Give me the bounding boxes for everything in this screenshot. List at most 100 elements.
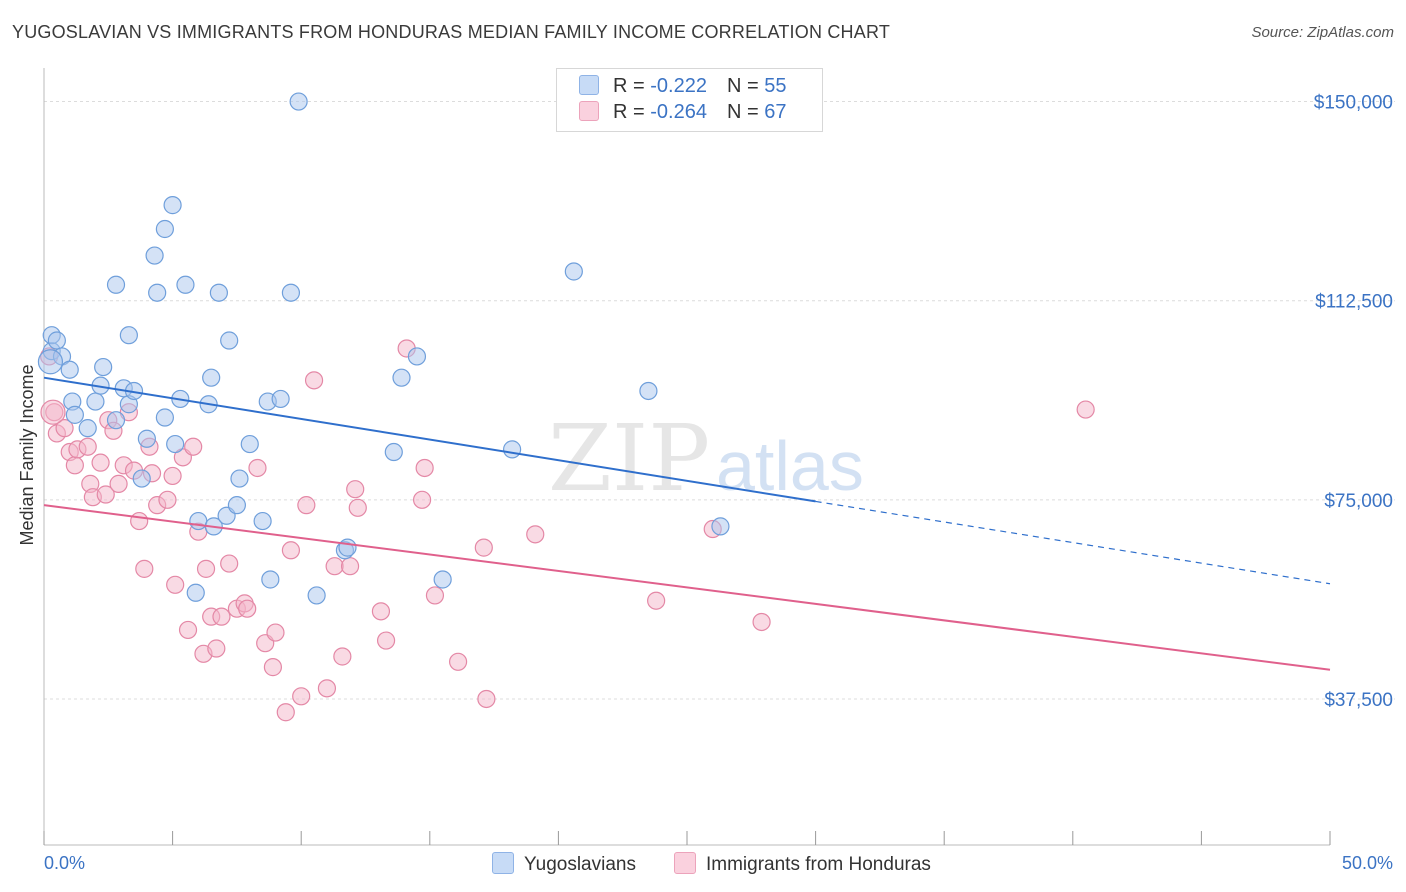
point-yugoslavian bbox=[407, 347, 427, 366]
point-yugoslavian bbox=[186, 583, 205, 602]
point-yugoslavian bbox=[148, 283, 167, 302]
point-yugoslavian bbox=[155, 408, 174, 427]
legend-n-value: 55 bbox=[764, 75, 787, 97]
point-yugoslavian bbox=[711, 517, 730, 536]
point-honduras bbox=[248, 458, 267, 478]
point-yugoslavian bbox=[639, 381, 658, 401]
watermark: ZIP atlas bbox=[548, 405, 864, 512]
point-honduras bbox=[130, 511, 149, 531]
legend-n-value: 67 bbox=[764, 101, 787, 123]
point-honduras bbox=[109, 474, 128, 493]
legend-r-value: -0.264 bbox=[650, 101, 707, 123]
point-honduras bbox=[166, 575, 185, 594]
series-label: Yugoslavians bbox=[524, 854, 636, 875]
y-tick-label: $37,500 bbox=[1324, 690, 1393, 711]
point-yugoslavian bbox=[261, 570, 280, 589]
legend-swatch-pink bbox=[579, 101, 599, 121]
point-honduras bbox=[78, 437, 97, 456]
point-yugoslavian bbox=[106, 275, 126, 294]
watermark-zip: ZIP bbox=[548, 405, 710, 512]
point-honduras bbox=[448, 652, 468, 671]
point-yugoslavian bbox=[307, 586, 326, 605]
point-yugoslavian bbox=[78, 419, 97, 438]
tick-labels: $150,000 $112,500 $75,000 $37,500 0.0% 50.0% bbox=[44, 93, 1393, 873]
point-yugoslavian bbox=[132, 469, 151, 488]
point-honduras bbox=[425, 586, 445, 605]
y-tick-label: $150,000 bbox=[1314, 93, 1393, 114]
point-yugoslavian bbox=[155, 219, 174, 239]
point-honduras bbox=[178, 620, 198, 640]
point-honduras bbox=[477, 689, 496, 709]
point-yugoslavian bbox=[338, 538, 357, 557]
trend-lines bbox=[43, 376, 1331, 671]
point-honduras bbox=[333, 647, 352, 666]
point-yugoslavian bbox=[384, 442, 403, 462]
series-legend-yugoslavians: Yugoslavians bbox=[492, 852, 636, 876]
data-points bbox=[37, 92, 1095, 722]
point-yugoslavian bbox=[60, 360, 79, 379]
legend-n-label: N = bbox=[726, 101, 765, 123]
point-honduras bbox=[238, 599, 257, 618]
point-yugoslavian bbox=[564, 262, 583, 281]
point-yugoslavian bbox=[189, 511, 208, 531]
point-yugoslavian bbox=[163, 196, 182, 215]
point-honduras bbox=[304, 371, 324, 390]
point-honduras bbox=[220, 554, 239, 573]
point-yugoslavian bbox=[65, 405, 84, 424]
point-yugoslavian bbox=[230, 469, 249, 488]
axes bbox=[43, 68, 1331, 846]
point-honduras bbox=[207, 639, 226, 658]
source-credit: Source: ZipAtlas.com bbox=[1251, 24, 1394, 41]
point-honduras bbox=[281, 541, 301, 560]
legend-n-label: N = bbox=[726, 75, 765, 97]
legend-swatch-blue bbox=[579, 75, 599, 95]
point-yugoslavian bbox=[220, 331, 239, 350]
legend-r-label: R = bbox=[613, 75, 651, 97]
point-yugoslavian bbox=[240, 434, 259, 454]
point-yugoslavian bbox=[433, 570, 452, 589]
point-honduras bbox=[474, 538, 493, 557]
series-swatch-blue bbox=[492, 852, 514, 874]
point-honduras bbox=[96, 485, 115, 504]
point-honduras bbox=[184, 437, 203, 456]
point-honduras bbox=[317, 679, 337, 698]
point-yugoslavian bbox=[503, 440, 522, 459]
point-honduras bbox=[292, 687, 311, 706]
point-yugoslavian bbox=[137, 429, 156, 448]
series-legend: Yugoslavians Immigrants from Honduras bbox=[0, 852, 1406, 878]
point-honduras bbox=[276, 703, 295, 722]
point-honduras bbox=[348, 498, 367, 517]
point-yugoslavian bbox=[86, 392, 105, 411]
point-yugoslavian bbox=[176, 275, 195, 294]
point-yugoslavian bbox=[37, 349, 64, 375]
legend-r-label: R = bbox=[613, 101, 651, 123]
point-honduras bbox=[1076, 400, 1095, 419]
series-swatch-pink bbox=[674, 852, 696, 874]
point-honduras bbox=[266, 623, 285, 642]
y-axis-label: Median Family Income bbox=[17, 364, 37, 545]
point-honduras bbox=[415, 458, 434, 478]
point-honduras bbox=[158, 490, 177, 509]
point-yugoslavian bbox=[202, 368, 221, 387]
y-tick-label: $112,500 bbox=[1315, 292, 1393, 313]
point-honduras bbox=[65, 456, 84, 475]
point-honduras bbox=[135, 559, 154, 578]
correlation-legend: R = -0.222 N = 55 R = -0.264 N = 67 bbox=[556, 68, 823, 132]
point-yugoslavian bbox=[119, 326, 138, 345]
point-honduras bbox=[371, 602, 391, 621]
point-honduras bbox=[163, 466, 182, 486]
point-yugoslavian bbox=[209, 283, 228, 302]
point-honduras bbox=[263, 658, 283, 677]
point-honduras bbox=[40, 399, 66, 425]
point-honduras bbox=[55, 419, 74, 438]
point-honduras bbox=[346, 480, 365, 499]
point-honduras bbox=[297, 496, 316, 515]
point-yugoslavian bbox=[145, 246, 164, 265]
trend-line-yugoslavians bbox=[43, 376, 816, 503]
point-yugoslavian bbox=[227, 496, 246, 515]
point-yugoslavian bbox=[47, 331, 66, 350]
legend-r-value: -0.222 bbox=[650, 75, 707, 97]
point-yugoslavian bbox=[94, 357, 113, 377]
point-yugoslavian bbox=[271, 389, 290, 409]
